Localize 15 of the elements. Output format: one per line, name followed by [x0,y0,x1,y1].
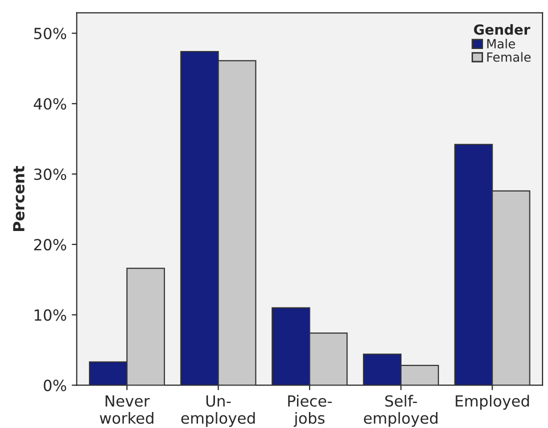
y-tick-label: 50% [34,28,66,40]
y-tick-label: 0% [44,380,66,392]
y-tick-label: 10% [34,309,66,321]
x-tick-label: Piece- jobs [288,394,332,427]
y-axis-title: Percent [13,166,25,231]
y-tick-label: 40% [34,98,66,110]
legend-label: Male [487,38,516,48]
x-tick-label: Un- employed [181,395,255,427]
x-tick-label: Self- employed [364,394,438,427]
legend-title: Gender [474,24,530,35]
y-tick-label: 30% [34,168,66,180]
x-tick-label: Employed [456,394,529,410]
legend-label: Female [487,52,531,62]
y-tick-label: 20% [34,238,66,250]
x-tick-label: Never worked [100,395,154,424]
